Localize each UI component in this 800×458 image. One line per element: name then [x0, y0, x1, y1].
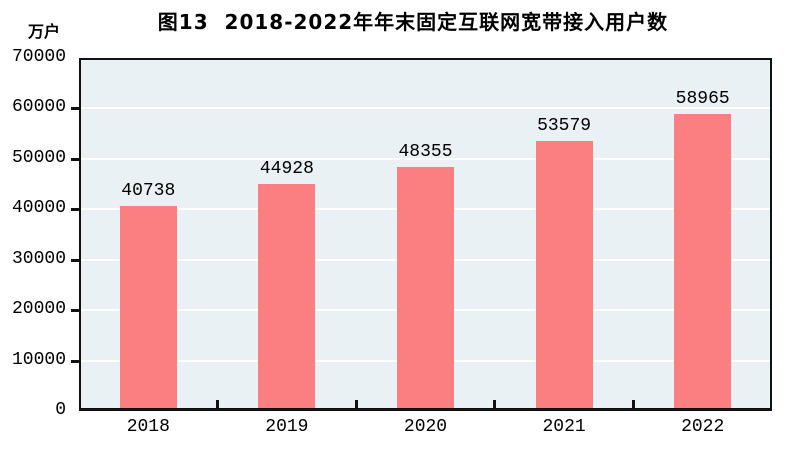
x-axis-boundary-tick-3: [493, 400, 497, 408]
x-tick-label-2022: 2022: [681, 417, 725, 437]
y-tick-label-60000: 60000: [11, 97, 66, 118]
y-tick-label-50000: 50000: [11, 147, 66, 168]
y-axis-unit-label: 万户: [28, 22, 61, 41]
y-axis-tick-60000: [71, 107, 79, 111]
bar-2022: [674, 113, 732, 408]
bar-2021: [535, 140, 593, 408]
x-axis-boundary-tick-4: [631, 400, 635, 408]
y-axis-tick-50000: [71, 157, 79, 161]
bar-value-label-2018: 40738: [121, 180, 176, 201]
y-tick-label-20000: 20000: [11, 299, 66, 320]
bar-value-label-2020: 48355: [398, 142, 453, 163]
y-tick-label-30000: 30000: [11, 248, 66, 269]
y-tick-label-40000: 40000: [11, 198, 66, 219]
y-tick-label-70000: 70000: [11, 47, 66, 67]
y-tick-label-10000: 10000: [11, 349, 66, 370]
x-axis-boundary-tick-2: [354, 400, 358, 408]
y-axis-tick-30000: [71, 258, 79, 262]
bar-2019: [258, 184, 316, 408]
gridline-50000: [81, 157, 770, 160]
bar-value-label-2021: 53579: [537, 115, 592, 136]
y-axis-tick-40000: [71, 208, 79, 212]
bar-value-label-2022: 58965: [675, 88, 730, 109]
y-axis-tick-20000: [71, 309, 79, 313]
x-axis-boundary-tick-1: [216, 400, 220, 408]
bar-2020: [397, 167, 454, 408]
y-axis-tick-10000: [71, 359, 79, 363]
chart-title: 图13 2018-2022年年末固定互联网宽带接入用户数: [157, 10, 669, 34]
bar-value-label-2019: 44928: [259, 159, 314, 180]
bar-2018: [119, 205, 177, 408]
y-tick-label-0: 0: [55, 400, 66, 420]
gridline-60000: [81, 107, 770, 110]
x-tick-label-2021: 2021: [542, 417, 586, 437]
x-tick-label-2018: 2018: [126, 417, 170, 437]
x-tick-label-2020: 2020: [403, 417, 448, 437]
x-tick-label-2019: 2019: [265, 417, 309, 437]
